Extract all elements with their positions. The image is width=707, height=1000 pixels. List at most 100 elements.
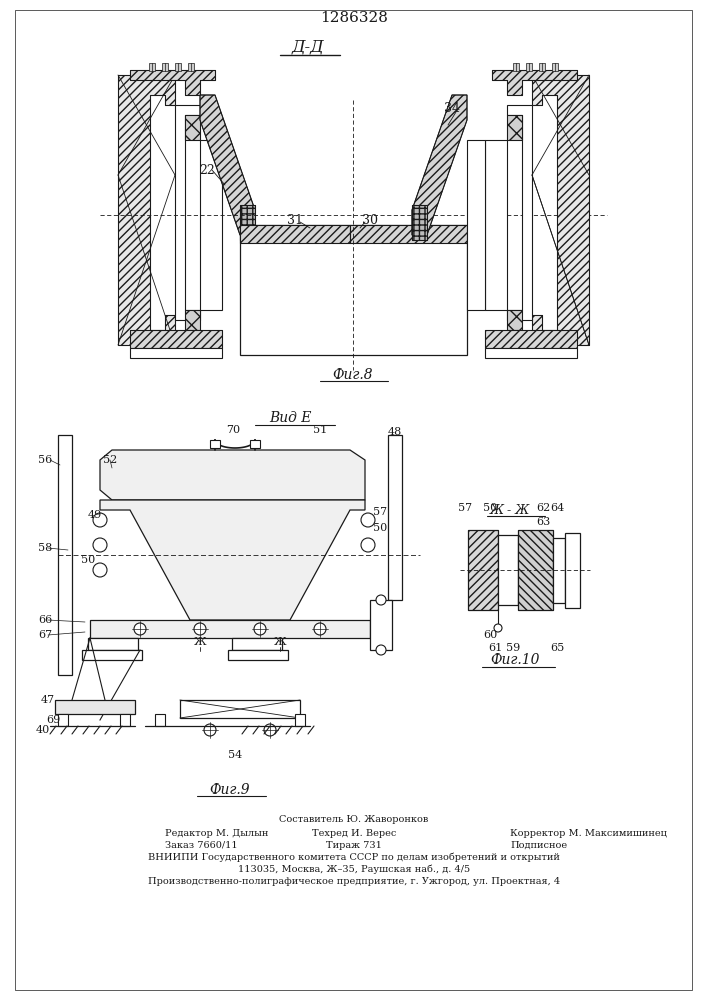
Polygon shape (240, 205, 255, 240)
Text: Корректор М. Максимишинец: Корректор М. Максимишинец (510, 828, 667, 838)
Bar (82, 650, 142, 660)
Text: 70: 70 (226, 425, 240, 435)
Bar (552, 63, 558, 71)
Bar (250, 440, 260, 448)
Text: 34: 34 (444, 102, 460, 114)
Text: 48: 48 (388, 427, 402, 437)
Text: 65: 65 (550, 643, 564, 653)
Bar (388, 435, 402, 600)
Bar (518, 530, 553, 610)
Circle shape (264, 724, 276, 736)
Polygon shape (507, 105, 532, 320)
Bar (518, 530, 553, 610)
Circle shape (361, 538, 375, 552)
Text: 63: 63 (536, 517, 550, 527)
Bar (175, 63, 181, 71)
Text: Составитель Ю. Жаворонков: Составитель Ю. Жаворонков (279, 816, 428, 824)
Bar (55, 700, 135, 714)
Text: Редактор М. Дылын: Редактор М. Дылын (165, 828, 269, 838)
Text: Ж - Ж: Ж - Ж (490, 504, 530, 516)
Text: 57: 57 (373, 507, 387, 517)
Text: 56: 56 (38, 455, 52, 465)
Text: 47: 47 (41, 695, 55, 705)
Polygon shape (485, 140, 507, 310)
Polygon shape (467, 140, 485, 310)
Text: 113035, Москва, Ж–35, Раушская наб., д. 4/5: 113035, Москва, Ж–35, Раушская наб., д. … (238, 864, 470, 874)
Bar (232, 638, 282, 650)
Polygon shape (100, 450, 365, 500)
Text: 64: 64 (550, 503, 564, 513)
Circle shape (361, 513, 375, 527)
Text: 50: 50 (81, 555, 95, 565)
Bar (565, 533, 580, 608)
Bar (526, 63, 532, 71)
Text: Д-Д: Д-Д (292, 38, 325, 55)
Text: 60: 60 (483, 630, 497, 640)
Polygon shape (185, 115, 200, 140)
Text: Фиг.9: Фиг.9 (210, 783, 250, 797)
Text: 51: 51 (313, 425, 327, 435)
Circle shape (93, 563, 107, 577)
Bar (485, 348, 577, 358)
Circle shape (204, 724, 216, 736)
Text: 66: 66 (38, 615, 52, 625)
Text: Вид Е: Вид Е (269, 411, 311, 425)
Polygon shape (492, 70, 577, 95)
Circle shape (376, 595, 386, 605)
Bar (130, 330, 222, 348)
Bar (240, 225, 350, 243)
Bar (180, 700, 300, 718)
Polygon shape (507, 310, 522, 330)
Bar (155, 714, 165, 726)
Text: 50: 50 (483, 503, 497, 513)
Text: Тираж 731: Тираж 731 (326, 840, 382, 850)
Circle shape (314, 623, 326, 635)
Text: Фиг.8: Фиг.8 (333, 368, 373, 382)
Polygon shape (175, 105, 200, 320)
Bar (370, 600, 392, 650)
Bar (498, 535, 518, 605)
Circle shape (93, 538, 107, 552)
Bar (210, 440, 220, 448)
Text: 69: 69 (46, 715, 60, 725)
Bar (162, 63, 168, 71)
Bar (468, 530, 498, 610)
Bar (149, 63, 155, 71)
Text: 40: 40 (36, 725, 50, 735)
Bar (295, 714, 305, 726)
Polygon shape (100, 500, 365, 620)
Text: 30: 30 (362, 214, 378, 227)
Bar (485, 330, 577, 348)
Bar (240, 225, 467, 355)
Polygon shape (130, 70, 215, 95)
Circle shape (93, 513, 107, 527)
Polygon shape (118, 75, 175, 345)
Bar (90, 620, 370, 638)
Text: 54: 54 (228, 750, 242, 760)
Text: 1286328: 1286328 (320, 11, 388, 25)
Polygon shape (200, 140, 222, 310)
Bar (228, 650, 288, 660)
Circle shape (134, 623, 146, 635)
Text: 22: 22 (199, 163, 215, 176)
Bar (539, 63, 545, 71)
Bar (240, 225, 350, 243)
Bar (350, 225, 467, 243)
Text: 49: 49 (88, 510, 102, 520)
Polygon shape (507, 115, 522, 140)
Text: 57: 57 (458, 503, 472, 513)
Bar (513, 63, 519, 71)
Bar (58, 435, 72, 675)
Text: 59: 59 (506, 643, 520, 653)
Text: ВНИИПИ Государственного комитета СССР по делам изобретений и открытий: ВНИИПИ Государственного комитета СССР по… (148, 852, 560, 862)
Polygon shape (532, 75, 589, 345)
Polygon shape (185, 310, 200, 330)
Text: Производственно-полиграфическое предприятие, г. Ужгород, ул. Проектная, 4: Производственно-полиграфическое предприя… (148, 876, 560, 886)
Polygon shape (200, 95, 255, 235)
Text: Ж: Ж (194, 637, 206, 647)
Bar (58, 714, 68, 726)
Bar (485, 330, 577, 348)
Polygon shape (412, 205, 427, 240)
Text: 50: 50 (373, 523, 387, 533)
Text: Техред И. Верес: Техред И. Верес (312, 828, 396, 838)
